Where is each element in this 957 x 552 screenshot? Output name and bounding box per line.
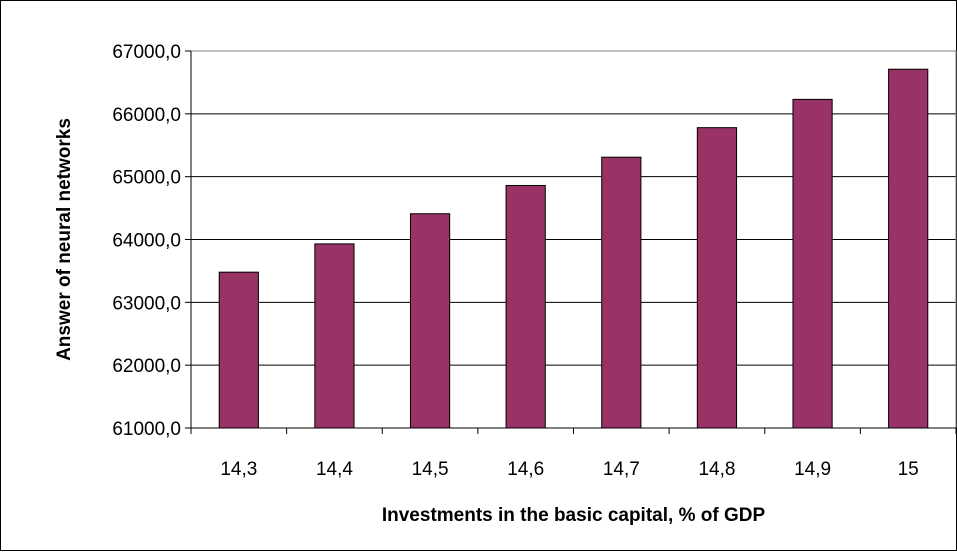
y-tick-label: 65000,0 (112, 168, 181, 189)
y-tick-label: 64000,0 (112, 231, 181, 252)
y-tick-label: 66000,0 (112, 105, 181, 126)
x-tick-label: 14,6 (507, 459, 544, 480)
x-tick-labels: 14,3 14,4 14,5 14,6 14,7 14,8 14,9 15 (220, 459, 918, 480)
x-tick-label: 14,9 (794, 459, 831, 480)
y-tick-label: 62000,0 (112, 356, 181, 377)
bar (888, 68, 929, 429)
axes (185, 50, 957, 434)
x-axis-title: Investments in the basic capital, % of G… (382, 505, 766, 526)
x-tick-label: 14,5 (412, 459, 449, 480)
x-tick-label: 14,7 (603, 459, 640, 480)
bars (218, 68, 929, 429)
bar (792, 98, 833, 429)
bar (409, 213, 451, 429)
bar (601, 156, 642, 429)
bar (505, 184, 546, 429)
y-tick-label: 63000,0 (112, 293, 181, 314)
x-tick-label: 15 (898, 459, 919, 480)
y-tick-labels: 61000,0 62000,0 63000,0 64000,0 65000,0 66000… (112, 42, 181, 440)
gridlines (191, 50, 956, 366)
bar (218, 271, 259, 429)
x-tick-label: 14,3 (220, 459, 257, 480)
bar (696, 127, 738, 429)
y-tick-label: 61000,0 (112, 419, 181, 440)
y-tick-label: 67000,0 (112, 42, 181, 63)
x-tick-label: 14,8 (698, 459, 735, 480)
y-axis-title: Answer of neural networks (54, 118, 75, 361)
bar (314, 243, 355, 429)
x-tick-label: 14,4 (316, 459, 353, 480)
